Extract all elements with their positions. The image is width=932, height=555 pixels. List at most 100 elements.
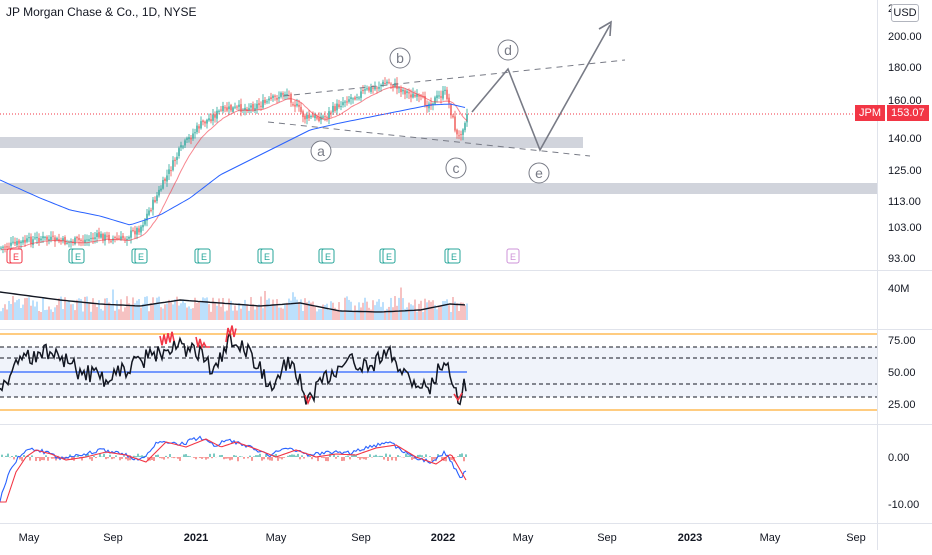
candle: [364, 85, 365, 94]
volume-bar: [54, 307, 55, 320]
volume-bar: [332, 303, 333, 320]
macd-histogram-bar: [89, 457, 90, 459]
macd-histogram-bar: [11, 456, 12, 457]
macd-histogram-bar: [165, 456, 166, 457]
candle: [100, 231, 101, 239]
wave-label-c[interactable]: c: [446, 158, 466, 178]
macd-histogram-bar: [269, 457, 270, 460]
volume-bar: [366, 302, 367, 320]
macd-histogram-bar: [45, 455, 46, 457]
wave-label-a[interactable]: a: [311, 141, 331, 161]
wave-projection-path[interactable]: [472, 25, 610, 150]
volume-bar: [228, 299, 229, 320]
candle: [48, 235, 49, 244]
earnings-marker[interactable]: E: [195, 249, 210, 263]
macd-histogram-bar: [431, 457, 432, 461]
macd-histogram-bar: [335, 457, 336, 459]
volume-bar: [354, 306, 355, 320]
earnings-marker[interactable]: E: [380, 249, 395, 263]
svg-text:E: E: [386, 252, 392, 262]
earnings-marker[interactable]: E: [445, 249, 460, 263]
macd-histogram-bar: [209, 454, 210, 457]
volume-bar: [26, 298, 27, 320]
candle: [208, 113, 209, 121]
earnings-marker[interactable]: E: [319, 249, 334, 263]
macd-histogram-bar: [311, 457, 312, 459]
candle: [422, 92, 423, 99]
candle: [430, 98, 431, 110]
volume-bar: [456, 303, 457, 320]
volume-bar: [398, 298, 399, 320]
macd-histogram-bar: [385, 454, 386, 457]
volume-bar: [302, 311, 303, 320]
candle: [454, 111, 455, 133]
candle: [432, 102, 433, 110]
macd-histogram-bar: [187, 456, 188, 457]
candle: [22, 237, 23, 245]
chart-title: JP Morgan Chase & Co., 1D, NYSE: [6, 5, 197, 19]
volume-bar: [388, 307, 389, 320]
volume-bar: [390, 298, 391, 320]
macd-histogram-bar: [337, 456, 338, 457]
candle: [224, 105, 225, 112]
volume-bar: [344, 298, 345, 320]
candle: [402, 88, 403, 95]
volume-bar: [418, 304, 419, 320]
macd-histogram-bar: [203, 457, 204, 458]
macd-histogram-bar: [113, 457, 114, 458]
volume-bar: [170, 302, 171, 320]
candle: [250, 103, 251, 113]
candle: [436, 91, 437, 103]
macd-histogram-bar: [139, 456, 140, 457]
support-zone-lower[interactable]: [0, 183, 877, 194]
candle: [302, 110, 303, 123]
candle: [144, 218, 145, 226]
volume-bar: [160, 307, 161, 320]
currency-button[interactable]: USD: [891, 4, 919, 22]
macd-histogram-bar: [103, 454, 104, 457]
volume-bar: [10, 304, 11, 320]
candle: [340, 101, 341, 110]
macd-histogram-bar: [423, 457, 424, 458]
volume-bar: [218, 298, 219, 320]
earnings-marker[interactable]: E: [132, 249, 147, 263]
volume-bar: [180, 303, 181, 320]
volume-bar: [448, 305, 449, 320]
wave-label-d[interactable]: d: [498, 40, 518, 60]
macd-histogram-bar: [29, 457, 30, 460]
earnings-marker[interactable]: E: [69, 249, 84, 263]
volume-bar: [120, 299, 121, 320]
macd-histogram-bar: [463, 457, 464, 461]
macd-histogram-bar: [5, 456, 6, 457]
macd-histogram-bar: [327, 457, 328, 461]
wave-label-b[interactable]: b: [390, 48, 410, 68]
last-price-tag: JPM 153.07: [855, 105, 929, 121]
macd-histogram-bar: [377, 456, 378, 457]
volume-bar: [198, 301, 199, 320]
volume-bar: [254, 310, 255, 320]
wave-label-e[interactable]: e: [529, 163, 549, 183]
volume-bar: [288, 299, 289, 320]
macd-histogram-bar: [461, 453, 462, 457]
macd-histogram-bar: [291, 454, 292, 457]
support-zone-upper[interactable]: [0, 137, 583, 148]
macd-histogram-bar: [389, 455, 390, 457]
earnings-marker[interactable]: E: [507, 249, 519, 263]
candle: [426, 100, 427, 112]
volume-bar: [364, 298, 365, 320]
macd-histogram-bar: [153, 457, 154, 461]
earnings-marker[interactable]: E: [7, 249, 22, 263]
svg-text:c: c: [453, 160, 460, 176]
macd-histogram-bar: [381, 456, 382, 457]
macd-histogram-bar: [357, 457, 358, 458]
macd-histogram-bar: [219, 455, 220, 457]
macd-axis-label: 0.00: [888, 452, 909, 464]
volume-bar: [24, 298, 25, 320]
candle: [290, 92, 291, 107]
macd-histogram-bar: [405, 454, 406, 457]
volume-bar: [430, 302, 431, 320]
earnings-marker[interactable]: E: [258, 249, 273, 263]
volume-bar: [260, 297, 261, 320]
